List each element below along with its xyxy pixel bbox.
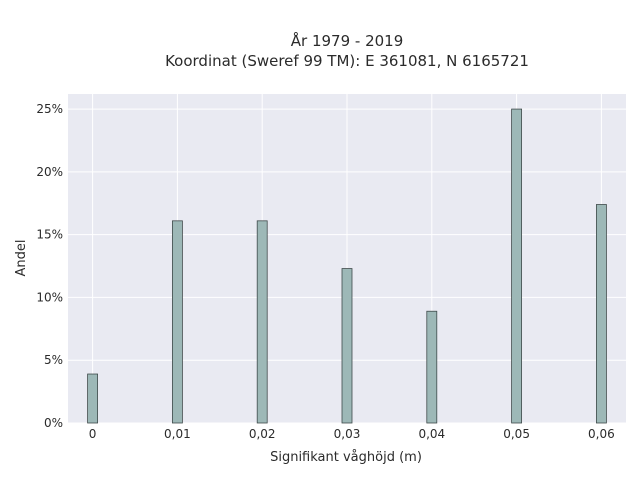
x-tick-label: 0,06 (588, 427, 615, 441)
y-tick-label: 0% (44, 416, 63, 430)
x-tick-label: 0,02 (249, 427, 276, 441)
x-axis-label: Signifikant våghöjd (m) (270, 450, 422, 465)
y-axis-ticks: 0% 5% 10% 15% 20% 25% (36, 102, 63, 430)
y-tick-label: 10% (36, 290, 63, 304)
x-axis-ticks: 0 0,01 0,02 0,03 0,04 0,05 0,06 (89, 427, 615, 441)
chart-title-line-1: År 1979 - 2019 (291, 31, 404, 50)
y-tick-label: 20% (36, 165, 63, 179)
x-tick-label: 0,05 (503, 427, 530, 441)
x-tick-label: 0,01 (164, 427, 191, 441)
bar (87, 373, 98, 424)
y-tick-label: 5% (44, 353, 63, 367)
bar (511, 108, 523, 424)
x-tick-label: 0,03 (334, 427, 361, 441)
bars (87, 108, 607, 424)
bar (426, 310, 438, 424)
bar (171, 220, 183, 424)
y-axis-label: Andel (14, 240, 29, 277)
x-tick-label: 0 (89, 427, 97, 441)
bar (341, 268, 353, 424)
x-tick-label: 0,04 (418, 427, 445, 441)
y-tick-label: 25% (36, 102, 63, 116)
bar (596, 204, 607, 424)
bar (256, 220, 268, 424)
chart-title-line-2: Koordinat (Sweref 99 TM): E 361081, N 61… (165, 52, 529, 70)
y-tick-label: 15% (36, 228, 63, 242)
